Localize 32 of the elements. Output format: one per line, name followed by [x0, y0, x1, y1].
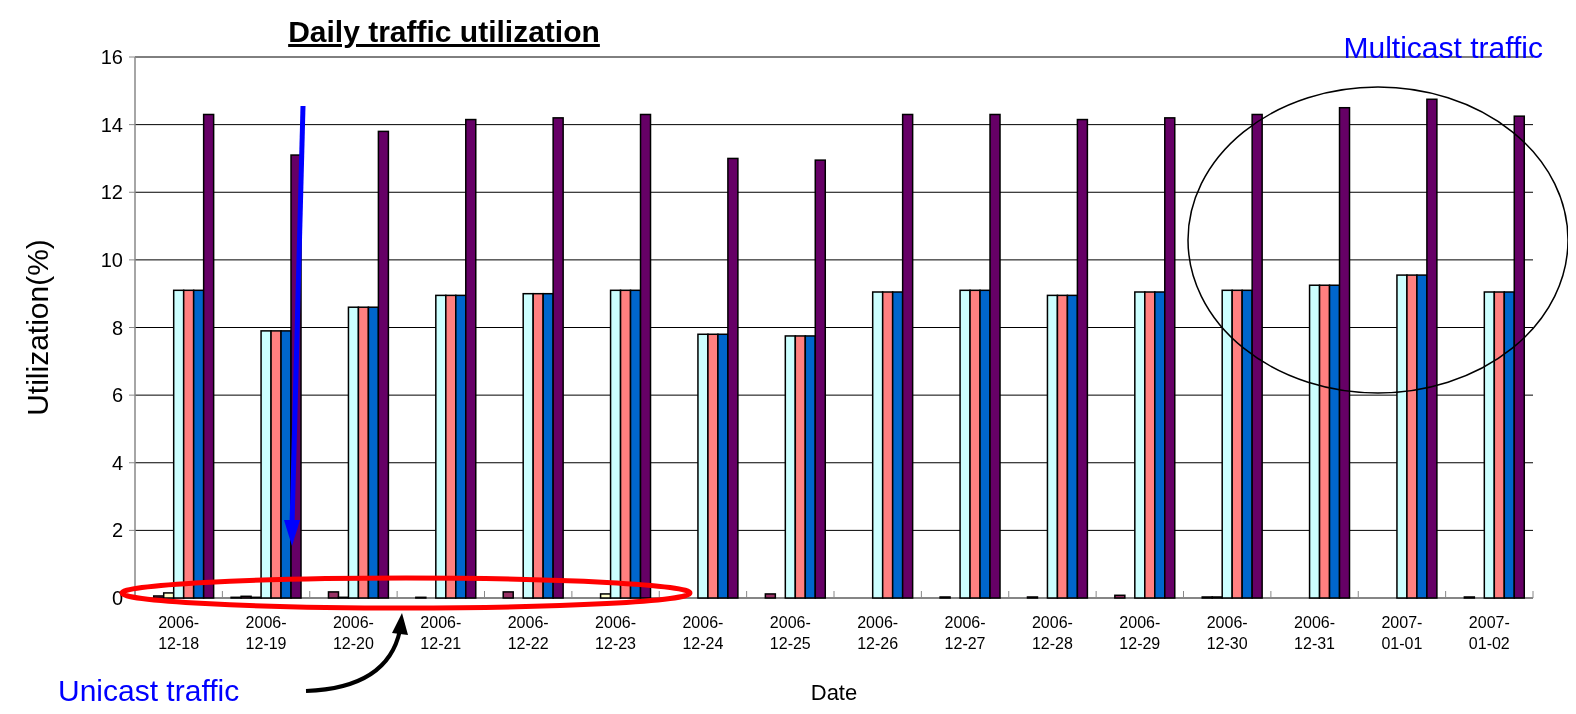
x-tick-label: 2006-12-25 — [769, 614, 811, 652]
x-tick-label: 2006-12-24 — [682, 614, 724, 652]
x-tick-label: 2006-12-21 — [420, 614, 462, 652]
x-axis-title: Date — [810, 680, 858, 705]
y-axis-title: Utilization(%) — [21, 239, 54, 416]
annotation: Multicast traffic — [1343, 31, 1543, 64]
chart-title: Daily traffic utilization — [288, 15, 600, 48]
y-tick-label: 4 — [111, 451, 123, 474]
x-tick-label: 2007-01-01 — [1381, 614, 1423, 652]
y-tick-label: 16 — [100, 46, 123, 68]
bar — [1114, 594, 1126, 599]
y-tick-label: 8 — [111, 316, 123, 339]
x-tick-label: 2006-12-23 — [595, 614, 637, 652]
x-tick-label: 2006-12-30 — [1206, 614, 1248, 652]
x-tick-label: 2006-12-20 — [332, 614, 374, 652]
x-tick-label: 2006-12-31 — [1294, 614, 1336, 652]
x-tick-label: 2006-12-28 — [1031, 614, 1073, 652]
x-tick-label: 2006-12-27 — [944, 614, 986, 652]
y-tick-label: 2 — [111, 519, 123, 542]
bar — [502, 591, 514, 599]
x-tick-label: 2006-12-29 — [1119, 614, 1161, 652]
x-tick-label: 2006-12-19 — [245, 614, 287, 652]
y-tick-label: 14 — [100, 113, 123, 136]
y-tick-label: 12 — [100, 181, 123, 204]
y-tick-label: 6 — [111, 384, 123, 407]
y-tick-label: 10 — [100, 248, 123, 271]
bar — [764, 593, 777, 599]
text: Unicast traffic — [58, 674, 240, 707]
x-tick-label: 2006-12-18 — [158, 614, 200, 652]
x-tick-label: 2006-12-26 — [857, 614, 899, 652]
x-tick-label: 2006-12-22 — [507, 614, 549, 652]
x-tick-label: 2007-01-02 — [1468, 614, 1510, 652]
